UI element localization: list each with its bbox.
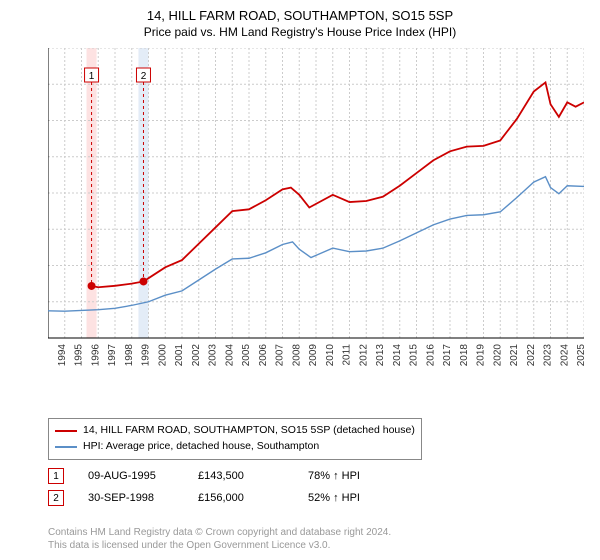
x-tick-label: 2008 bbox=[291, 344, 302, 367]
sale-marker-num: 2 bbox=[141, 71, 147, 82]
sale-point bbox=[139, 277, 147, 285]
x-tick-label: 2017 bbox=[442, 344, 453, 367]
x-tick-label: 2019 bbox=[476, 344, 487, 367]
sale-badge: 2 bbox=[48, 490, 64, 506]
sale-marker-num: 1 bbox=[89, 71, 95, 82]
x-tick-label: 2011 bbox=[342, 344, 353, 366]
x-tick-label: 2002 bbox=[191, 344, 202, 367]
sale-point bbox=[88, 282, 96, 290]
x-tick-label: 2020 bbox=[492, 344, 503, 367]
sale-price: £143,500 bbox=[198, 470, 308, 482]
sale-date: 30-SEP-1998 bbox=[88, 492, 198, 504]
x-tick-label: 2000 bbox=[157, 344, 168, 367]
footer-line-2: This data is licensed under the Open Gov… bbox=[48, 540, 391, 553]
sale-badge: 1 bbox=[48, 468, 64, 484]
x-tick-label: 1994 bbox=[57, 344, 68, 367]
x-tick-label: 2009 bbox=[308, 344, 319, 367]
legend-swatch bbox=[55, 446, 77, 448]
page-title: 14, HILL FARM ROAD, SOUTHAMPTON, SO15 5S… bbox=[0, 0, 600, 23]
x-tick-label: 2021 bbox=[509, 344, 520, 367]
price-chart: £0£100K£200K£300K£400K£500K£600K£700K£80… bbox=[48, 48, 584, 378]
x-tick-label: 2022 bbox=[526, 344, 537, 367]
x-tick-label: 1999 bbox=[141, 344, 152, 367]
sale-delta: 78% ↑ HPI bbox=[308, 470, 418, 482]
legend: 14, HILL FARM ROAD, SOUTHAMPTON, SO15 5S… bbox=[48, 418, 422, 460]
x-tick-label: 2007 bbox=[275, 344, 286, 367]
x-tick-label: 1997 bbox=[107, 344, 118, 367]
sale-row: 1 09-AUG-1995£143,50078% ↑ HPI bbox=[48, 468, 418, 484]
x-tick-label: 2016 bbox=[425, 344, 436, 367]
x-tick-label: 2010 bbox=[325, 344, 336, 367]
x-tick-label: 2013 bbox=[375, 344, 386, 367]
x-tick-label: 2015 bbox=[409, 344, 420, 367]
x-tick-label: 1995 bbox=[74, 344, 85, 367]
legend-swatch bbox=[55, 430, 77, 432]
sales-table: 1 09-AUG-1995£143,50078% ↑ HPI 2 30-SEP-199… bbox=[48, 462, 418, 506]
footer-line-1: Contains HM Land Registry data © Crown c… bbox=[48, 527, 391, 540]
x-tick-label: 2006 bbox=[258, 344, 269, 367]
x-tick-label: 2018 bbox=[459, 344, 470, 367]
x-tick-label: 1998 bbox=[124, 344, 135, 367]
legend-item: 14, HILL FARM ROAD, SOUTHAMPTON, SO15 5S… bbox=[55, 423, 415, 439]
x-tick-label: 2012 bbox=[358, 344, 369, 367]
sale-price: £156,000 bbox=[198, 492, 308, 504]
legend-item: HPI: Average price, detached house, Sout… bbox=[55, 439, 415, 455]
x-tick-label: 2004 bbox=[224, 344, 235, 367]
sale-row: 2 30-SEP-1998£156,00052% ↑ HPI bbox=[48, 490, 418, 506]
x-tick-label: 2001 bbox=[174, 344, 185, 367]
x-tick-label: 1996 bbox=[90, 344, 101, 367]
legend-label: HPI: Average price, detached house, Sout… bbox=[83, 439, 319, 455]
x-tick-label: 2024 bbox=[559, 344, 570, 367]
x-tick-label: 1993 bbox=[48, 344, 51, 367]
sale-date: 09-AUG-1995 bbox=[88, 470, 198, 482]
x-tick-label: 2003 bbox=[208, 344, 219, 367]
footer-attribution: Contains HM Land Registry data © Crown c… bbox=[48, 527, 391, 552]
x-tick-label: 2023 bbox=[543, 344, 554, 367]
x-tick-label: 2005 bbox=[241, 344, 252, 367]
legend-label: 14, HILL FARM ROAD, SOUTHAMPTON, SO15 5S… bbox=[83, 423, 415, 439]
x-tick-label: 2014 bbox=[392, 344, 403, 367]
page-subtitle: Price paid vs. HM Land Registry's House … bbox=[0, 23, 600, 39]
x-tick-label: 2025 bbox=[576, 344, 584, 367]
sale-delta: 52% ↑ HPI bbox=[308, 492, 418, 504]
